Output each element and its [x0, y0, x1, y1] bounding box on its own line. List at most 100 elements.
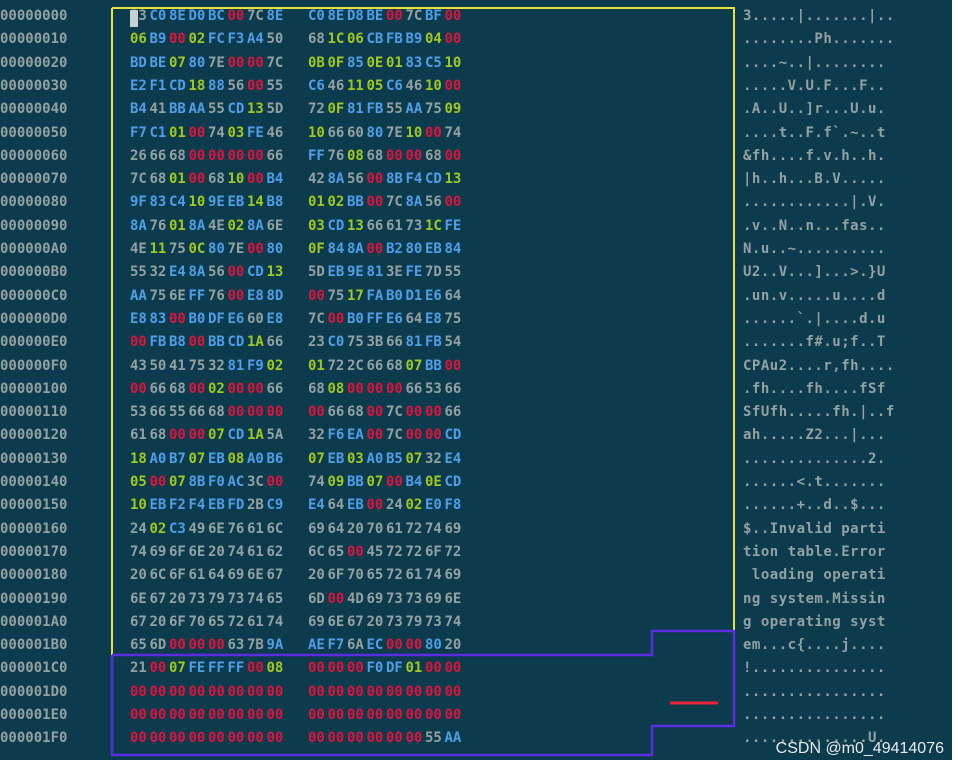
hex-byte[interactable]: 66	[266, 380, 284, 397]
hex-byte[interactable]: 20	[444, 637, 462, 654]
hex-byte[interactable]: 65	[266, 590, 284, 607]
hex-byte[interactable]: 5D	[266, 101, 284, 118]
hex-byte[interactable]: 55	[266, 77, 284, 94]
ascii-column: .....V.U.F...F..	[743, 77, 886, 94]
hex-byte[interactable]: 50	[266, 31, 284, 48]
ascii-column: &fh....f.v.h..h.	[743, 147, 886, 164]
hex-byte[interactable]: 00	[444, 357, 462, 374]
hex-byte[interactable]: 7C	[266, 54, 284, 71]
ascii-column: ....~..|........	[743, 54, 886, 71]
hex-byte[interactable]: 66	[444, 404, 462, 421]
hex-byte[interactable]: 69	[444, 520, 462, 537]
hex-byte[interactable]: 13	[266, 264, 284, 281]
hex-byte[interactable]: 6E	[266, 217, 284, 234]
hex-byte[interactable]: 75	[444, 310, 462, 327]
row-offset: 000000D0	[0, 310, 68, 327]
hex-byte[interactable]: 9A	[266, 637, 284, 654]
hex-byte[interactable]: 00	[266, 730, 284, 747]
row-offset: 00000050	[0, 124, 68, 141]
hex-byte[interactable]: FE	[444, 217, 462, 234]
hex-byte[interactable]: 10	[444, 54, 462, 71]
hex-byte[interactable]: 66	[266, 334, 284, 351]
hex-byte[interactable]: 00	[266, 404, 284, 421]
hex-byte[interactable]: 62	[266, 543, 284, 560]
hex-byte[interactable]: 8D	[266, 287, 284, 304]
hex-byte[interactable]: 74	[444, 613, 462, 630]
hex-byte[interactable]: 69	[444, 567, 462, 584]
ascii-column: ..............2.	[743, 450, 886, 467]
hex-byte[interactable]: 46	[266, 124, 284, 141]
row-offset: 000000C0	[0, 287, 68, 304]
hex-byte[interactable]: 00	[444, 8, 462, 24]
hex-byte[interactable]: CD	[444, 427, 462, 444]
hex-row: 00000110 53 66 55 66 68 00 00 00 00 66 68 00 7C 00 00 66…	[0, 402, 952, 425]
hex-byte[interactable]: E4	[444, 450, 462, 467]
hex-byte[interactable]: 00	[266, 474, 284, 490]
hex-byte[interactable]: 00	[266, 683, 284, 700]
hex-byte[interactable]: 55	[444, 264, 462, 281]
hex-byte[interactable]: 08	[266, 660, 284, 677]
hex-byte[interactable]: B4	[266, 171, 284, 188]
hex-byte[interactable]: 74	[444, 124, 462, 141]
ascii-column: g operating syst	[743, 613, 886, 630]
row-offset: 000000E0	[0, 334, 68, 351]
row-offset: 00000160	[0, 520, 68, 537]
ascii-column: ............|.V.	[743, 194, 886, 211]
hex-byte[interactable]: 6C	[266, 520, 284, 537]
row-offset: 00000030	[0, 77, 68, 94]
hex-byte[interactable]: 80	[266, 241, 284, 257]
hex-row: 000001E0 00 00 00 00 00 00 00 00 00 00 00 00 00 00 00 00…	[0, 705, 952, 728]
hex-byte[interactable]: 6E	[444, 590, 462, 607]
hex-row: 00000040 B4 41 BB AA 55 CD 13 5D 72 0F 81 FB 55 AA 75 09…	[0, 99, 952, 122]
hex-byte[interactable]: 02	[266, 357, 284, 374]
hex-row: 00000100 00 66 68 00 02 00 00 66 68 08 00 00 00 66 53 66…	[0, 379, 952, 402]
ascii-column: ......`.|....d.u	[743, 310, 886, 327]
hex-byte[interactable]: 67	[266, 567, 284, 584]
ascii-column: ........Ph.......	[743, 31, 895, 48]
row-offset: 00000090	[0, 217, 68, 234]
hex-byte[interactable]: B8	[266, 194, 284, 211]
hex-byte[interactable]: 00	[444, 660, 462, 677]
hex-byte[interactable]: 00	[444, 31, 462, 48]
hex-byte[interactable]: 72	[444, 543, 462, 560]
row-offset: 00000010	[0, 31, 68, 48]
hex-row: 00000090 8A 76 01 8A 4E 02 8A 6E 03 CD 13 66 61 73 1C FE…	[0, 216, 952, 239]
hex-byte[interactable]: 09	[444, 101, 462, 118]
ascii-column: CPAu2....r,fh....	[743, 357, 895, 374]
ascii-column: U2..V...]...>.}U	[743, 264, 886, 281]
row-offset: 00000180	[0, 567, 68, 584]
hex-byte[interactable]: CD	[444, 474, 462, 490]
hex-byte[interactable]: 74	[266, 613, 284, 630]
hex-byte[interactable]: 84	[444, 241, 462, 257]
hex-byte[interactable]: 00	[444, 147, 462, 164]
hex-byte[interactable]: 8E	[266, 8, 284, 24]
hex-byte[interactable]: 54	[444, 334, 462, 351]
hex-byte[interactable]: AA	[444, 730, 462, 747]
ascii-column: 3.....|.......|..	[743, 8, 895, 24]
hex-byte[interactable]: E8	[266, 310, 284, 327]
hex-byte[interactable]: 13	[444, 171, 462, 188]
hex-row: 00000000 33 C0 8E D0 BC 00 7C 8E C0 8E D8 BE 00 7C BF 00…	[0, 6, 952, 29]
hex-byte[interactable]: 00	[444, 77, 462, 94]
hex-byte[interactable]: 64	[444, 287, 462, 304]
hex-byte[interactable]: 00	[444, 194, 462, 211]
ascii-column: SfUfh.....fh.|..f	[743, 404, 895, 421]
ascii-column: |h..h...B.V.....	[743, 171, 886, 188]
hex-byte[interactable]: 00	[444, 707, 462, 723]
hex-byte[interactable]: 5A	[266, 427, 284, 444]
hex-byte[interactable]: 66	[266, 147, 284, 164]
hex-row: 00000020 BD BE 07 80 7E 00 00 7C 0B 0F 85 0E 01 83 C5 10…	[0, 53, 952, 76]
hex-byte[interactable]: 66	[444, 380, 462, 397]
ascii-column: ng system.Missin	[743, 590, 886, 607]
hex-row: 00000120 61 68 00 00 07 CD 1A 5A 32 F6 EA 00 7C 00 00 CD…	[0, 425, 952, 448]
hex-byte[interactable]: F8	[444, 497, 462, 514]
row-offset: 00000120	[0, 427, 68, 444]
hex-byte[interactable]: C9	[266, 497, 284, 514]
hex-row: 00000180 20 6C 6F 61 64 69 6E 67 20 6F 70 65 72 61 74 69…	[0, 565, 952, 588]
hex-byte[interactable]: B6	[266, 450, 284, 467]
row-offset: 000001A0	[0, 613, 68, 630]
ascii-column: loading operati	[743, 567, 886, 584]
hex-byte[interactable]: 00	[444, 683, 462, 700]
row-offset: 000000A0	[0, 241, 68, 257]
hex-byte[interactable]: 00	[266, 707, 284, 723]
